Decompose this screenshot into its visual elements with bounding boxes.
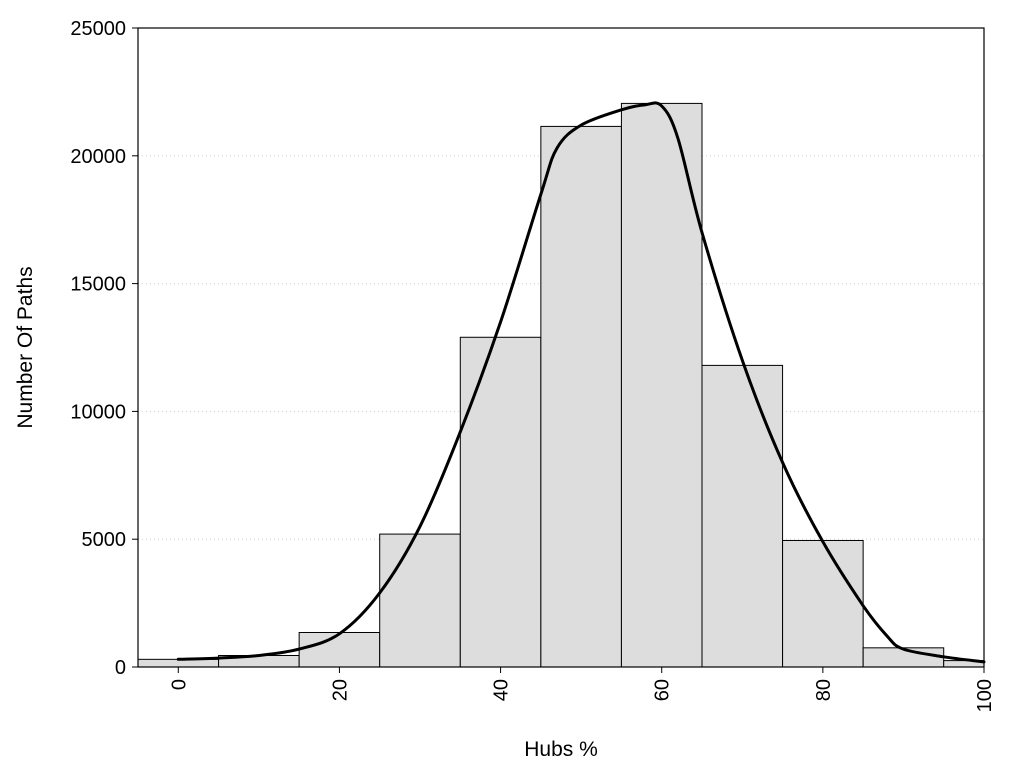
grid-lines: [138, 155, 984, 540]
x-axis-ticks: 0 20 40 60 80 100: [168, 667, 996, 712]
histogram-bar-8: [782, 539, 864, 668]
histogram-bars: [137, 102, 985, 668]
histogram-bar-9: [862, 647, 945, 668]
y-tick-label-5: 25000: [70, 18, 126, 40]
plot-frame: [137, 27, 985, 668]
y-axis-title: Number Of Paths: [14, 266, 37, 428]
y-tick-label-2: 10000: [70, 401, 126, 423]
histogram-bar-4: [459, 336, 542, 668]
x-tick-label-3: 60: [652, 679, 674, 701]
x-tick-label-4: 80: [813, 679, 835, 701]
density-curve: [176, 101, 986, 664]
histogram-bar-7: [701, 364, 784, 668]
x-tick-label-5: 100: [974, 679, 996, 712]
x-tick-label-0: 0: [168, 679, 190, 690]
y-axis-ticks: 0 5000 10000 15000 20000 25000: [70, 18, 138, 679]
histogram-bar-5: [540, 125, 622, 668]
y-tick-label-4: 20000: [70, 146, 126, 168]
histogram-bar-3: [379, 533, 461, 668]
x-axis-title: Hubs %: [524, 738, 598, 761]
x-tick-label-1: 20: [329, 679, 351, 701]
histogram-bar-2: [298, 631, 381, 668]
y-tick-label-3: 15000: [70, 274, 126, 296]
y-tick-label-0: 0: [115, 657, 126, 679]
x-tick-label-2: 40: [491, 679, 513, 701]
y-tick-label-1: 5000: [82, 529, 127, 551]
